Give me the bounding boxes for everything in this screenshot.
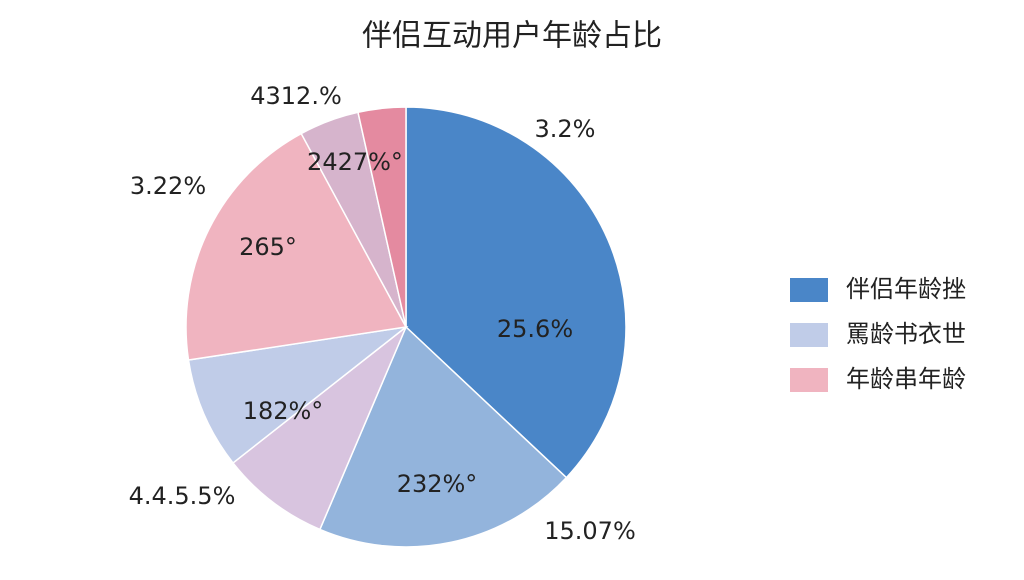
data-label: 25.6% bbox=[497, 315, 573, 343]
data-label: 232%° bbox=[397, 470, 478, 498]
data-label: 2427%° bbox=[307, 148, 403, 176]
data-label: 265° bbox=[239, 233, 297, 261]
data-label: 3.22% bbox=[130, 172, 206, 200]
legend-swatch bbox=[790, 278, 828, 302]
pie-slice bbox=[318, 325, 568, 548]
data-label: 4312.% bbox=[250, 82, 342, 110]
legend-label: 伴侣年龄挫 bbox=[846, 275, 966, 303]
data-label: 3.2% bbox=[535, 115, 596, 143]
pie-slice bbox=[187, 325, 409, 464]
legend-swatch bbox=[790, 368, 828, 392]
chart-title: 伴侣互动用户年龄占比 bbox=[362, 19, 662, 54]
legend-label: 罵龄书衣世 bbox=[846, 320, 966, 348]
pie-slice bbox=[357, 106, 407, 328]
legend-label: 年龄串年龄 bbox=[846, 365, 966, 393]
data-label: 4.4.5.5% bbox=[129, 482, 236, 510]
pie-slice bbox=[231, 326, 407, 531]
legend-swatch bbox=[790, 323, 828, 347]
pie-slice bbox=[185, 132, 408, 361]
pie-slice bbox=[405, 106, 627, 479]
data-label: 182%° bbox=[243, 397, 324, 425]
data-label: 15.07% bbox=[544, 517, 636, 545]
